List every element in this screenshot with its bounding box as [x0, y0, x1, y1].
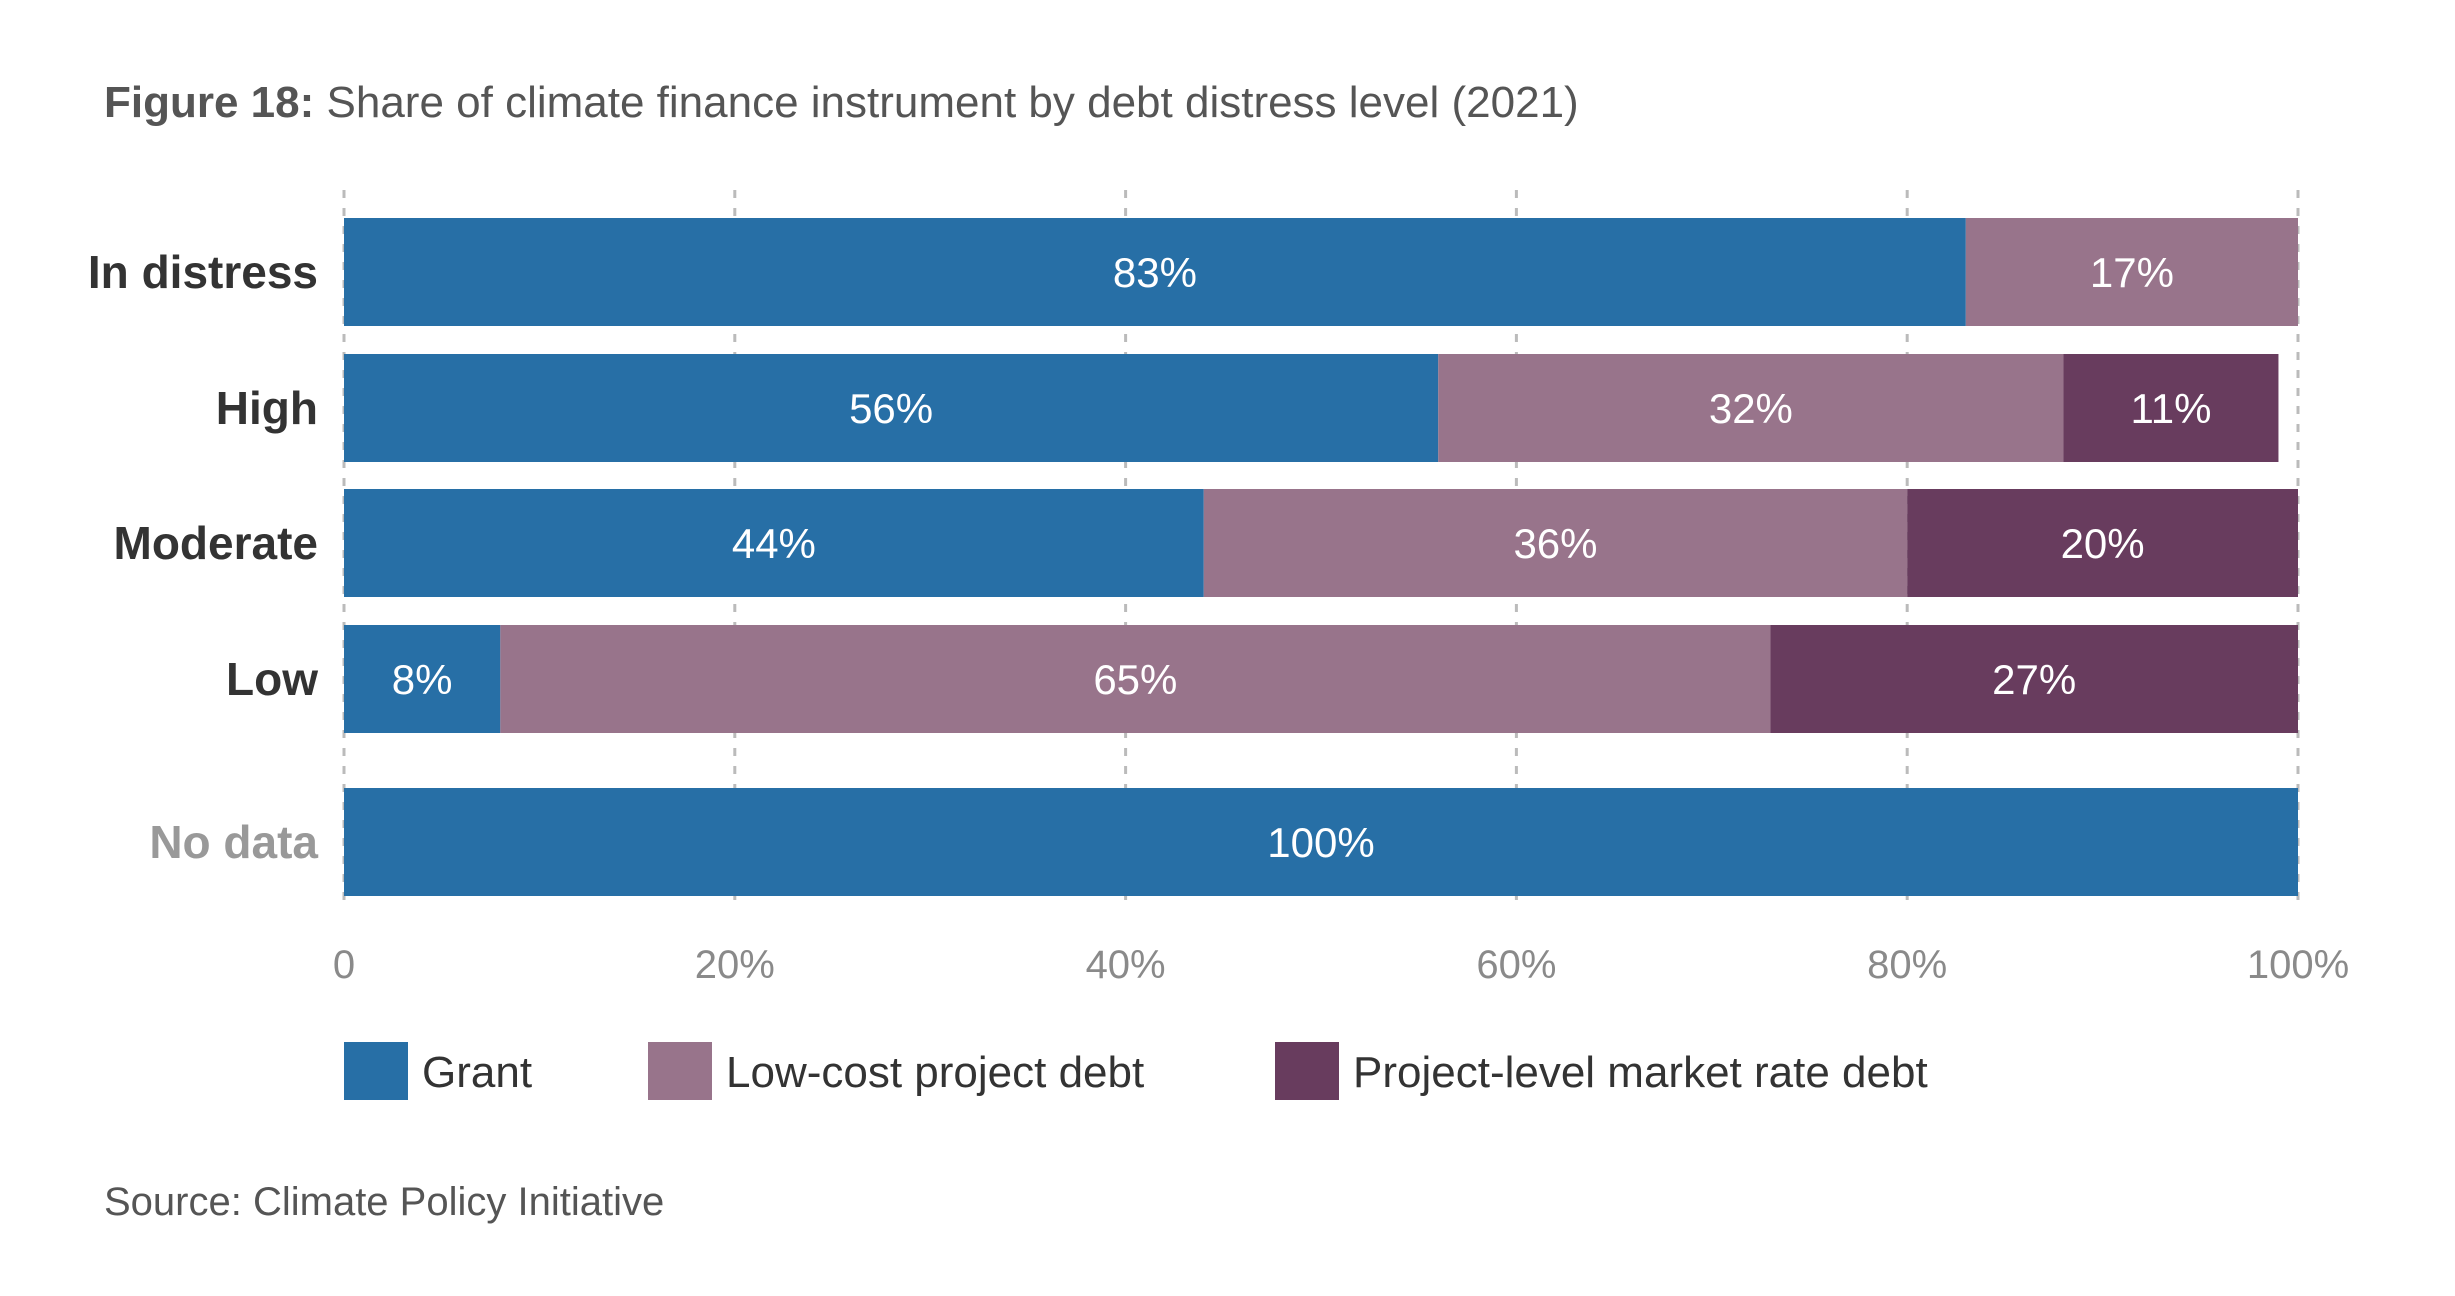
chart-title: Figure 18: Share of climate finance inst…: [104, 78, 1579, 128]
legend-swatch-1: [648, 1042, 712, 1100]
bar-2-1: [1203, 489, 1908, 597]
x-axis-ticks: 0 20% 40% 60% 80% 100%: [333, 943, 2349, 987]
legend-label-1: Low-cost project debt: [726, 1048, 1144, 1097]
bar-1-1: [1438, 354, 2064, 462]
bar-label-3-0: 8%: [392, 656, 453, 703]
x-tick-label-5: 100%: [2247, 943, 2349, 987]
bar-0-0: [344, 218, 1966, 326]
legend-swatch-2: [1275, 1042, 1339, 1100]
category-label-0: In distress: [88, 246, 318, 298]
legend: Grant Low-cost project debt Project-level …: [344, 1042, 1928, 1100]
x-tick-label-0: 0: [333, 943, 355, 987]
category-labels: In distress High Moderate Low No data: [88, 246, 319, 868]
figure-number: Figure 18:: [104, 78, 315, 127]
x-tick-label-2: 40%: [1086, 943, 1166, 987]
bar-label-4-0: 100%: [1267, 819, 1374, 866]
bar-label-1-1: 32%: [1709, 385, 1793, 432]
bar-label-3-2: 27%: [1992, 656, 2076, 703]
x-tick-label-1: 20%: [695, 943, 775, 987]
x-tick-label-3: 60%: [1476, 943, 1556, 987]
bar-1-2: [2063, 354, 2279, 462]
bar-label-2-2: 20%: [2061, 520, 2145, 567]
category-label-2: Moderate: [114, 517, 318, 569]
bar-3-0: [344, 625, 501, 733]
bar-label-0-0: 83%: [1113, 249, 1197, 296]
bar-2-0: [344, 489, 1204, 597]
bar-label-2-0: 44%: [732, 520, 816, 567]
legend-swatch-0: [344, 1042, 408, 1100]
bar-3-1: [500, 625, 1771, 733]
bar-1-0: [344, 354, 1439, 462]
bar-label-2-1: 36%: [1513, 520, 1597, 567]
source-note: Source: Climate Policy Initiative: [104, 1180, 665, 1224]
category-label-1: High: [216, 382, 318, 434]
category-label-3: Low: [226, 653, 318, 705]
bar-label-1-2: 11%: [2131, 385, 2212, 432]
figure-title: Share of climate finance instrument by d…: [326, 78, 1579, 127]
legend-label-0: Grant: [422, 1048, 532, 1097]
bar-label-1-0: 56%: [849, 385, 933, 432]
bars: 83% 17% 56% 32% 11% 44% 36% 20% 8% 65% 27% 100%: [344, 218, 2298, 896]
bar-label-0-1: 17%: [2090, 249, 2174, 296]
bar-label-3-1: 65%: [1093, 656, 1177, 703]
category-label-4: No data: [149, 816, 318, 868]
x-tick-label-4: 80%: [1867, 943, 1947, 987]
bar-0-1: [1965, 218, 2298, 326]
bar-3-2: [1770, 625, 2298, 733]
bar-4-0: [344, 788, 2298, 896]
legend-label-2: Project-level market rate debt: [1353, 1048, 1928, 1097]
bar-2-2: [1907, 489, 2298, 597]
